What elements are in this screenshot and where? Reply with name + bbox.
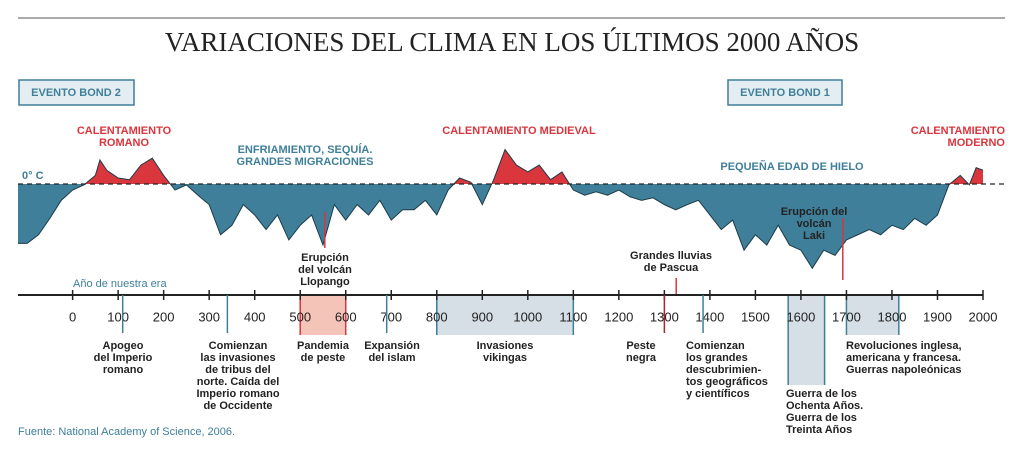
- annotation-label: de Pascua: [644, 262, 699, 274]
- x-tick-label: 1800: [878, 309, 907, 324]
- x-tick-label: 1900: [923, 309, 952, 324]
- x-tick-label: 200: [153, 309, 175, 324]
- period-label: GRANDES MIGRACIONES: [237, 156, 374, 168]
- event-span: [436, 295, 574, 335]
- event-label: vikingas: [483, 352, 527, 364]
- x-tick-label: 600: [335, 309, 357, 324]
- x-tick-label: 1200: [604, 309, 633, 324]
- annotation-label: del volcán: [298, 264, 352, 276]
- event-label: Comienzan: [686, 340, 745, 352]
- event-label: norte. Caída del: [197, 376, 280, 388]
- event-label: romano: [103, 364, 144, 376]
- x-tick-label: 1100: [559, 309, 587, 324]
- event-label: Ochenta Años.: [786, 400, 863, 412]
- cold-area: [18, 184, 983, 269]
- event-label: Expansión: [364, 340, 420, 352]
- x-tick-label: 1000: [513, 309, 542, 324]
- period-label: MODERNO: [948, 137, 1006, 149]
- warm-area: [18, 149, 983, 184]
- event-span: [846, 295, 899, 335]
- event-label: las invasiones: [200, 352, 275, 364]
- bond-label: EVENTO BOND 2: [31, 87, 121, 99]
- x-tick-label: 1500: [741, 309, 770, 324]
- x-tick-label: 100: [107, 309, 129, 324]
- x-tick-label: 400: [244, 309, 266, 324]
- event-label: Guerra de los: [786, 388, 857, 400]
- x-tick-label: 1400: [695, 309, 724, 324]
- event-label: del islam: [368, 352, 415, 364]
- annotation-label: volcán: [797, 218, 832, 230]
- period-label: PEQUEÑA EDAD DE HIELO: [720, 160, 864, 173]
- event-label: del Imperio: [94, 352, 153, 364]
- bond-box: [727, 79, 843, 106]
- curve: [18, 148, 984, 270]
- event-label: los grandes: [686, 352, 748, 364]
- event-label: negra: [626, 352, 657, 364]
- x-tick-label: 800: [426, 309, 448, 324]
- period-label: ENFRIAMIENTO, SEQUÍA.: [238, 143, 373, 156]
- annotation-label: Erupción del: [781, 206, 848, 218]
- event-label: de tribus del: [205, 364, 270, 376]
- axis-label: Año de nuestra era: [73, 278, 167, 290]
- x-tick-label: 1600: [786, 309, 815, 324]
- x-tick-label: 300: [198, 309, 220, 324]
- event-label: tos geográficos: [686, 376, 768, 388]
- event-span: [300, 295, 346, 335]
- period-label: ROMANO: [99, 137, 150, 149]
- bond-box: [18, 79, 135, 106]
- x-tick-label: 0: [69, 309, 76, 324]
- event-label: Imperio romano: [196, 388, 279, 400]
- period-label: CALENTAMIENTO: [77, 125, 172, 137]
- bond-label: EVENTO BOND 1: [740, 87, 830, 99]
- annotation-label: Grandes lluvias: [630, 250, 712, 262]
- zero-label: 0° C: [22, 170, 44, 182]
- event-label: Revoluciones inglesa,: [846, 340, 962, 352]
- x-tick-label: 2000: [969, 309, 998, 324]
- x-tick-label: 500: [289, 309, 311, 324]
- period-label: CALENTAMIENTO MEDIEVAL: [442, 125, 596, 137]
- x-tick-label: 700: [380, 309, 402, 324]
- event-label: de Occidente: [203, 400, 272, 412]
- event-label: descubrimien-: [686, 364, 762, 376]
- source: Fuente: National Academy of Science, 200…: [18, 426, 235, 438]
- annotation-label: Erupción: [301, 252, 349, 264]
- event-label: Pandemia: [297, 340, 350, 352]
- period-label: CALENTAMIENTO: [911, 125, 1006, 137]
- annotation-label: Llopango: [300, 276, 350, 288]
- event-label: Invasiones: [477, 340, 534, 352]
- event-label: americana y francesa.: [846, 352, 961, 364]
- event-label: Peste: [626, 340, 655, 352]
- event-label: Apogeo: [103, 340, 144, 352]
- x-tick-label: 1700: [832, 309, 861, 324]
- x-tick-label: 900: [471, 309, 493, 324]
- event-label: Guerras napoleónicas: [846, 364, 962, 376]
- event-label: Comienzan: [209, 340, 268, 352]
- event-span: [788, 295, 825, 385]
- event-label: de peste: [301, 352, 346, 364]
- event-label: Treinta Años: [786, 424, 852, 436]
- event-label: Guerra de los: [786, 412, 857, 424]
- chart-title: VARIACIONES DEL CLIMA EN LOS ÚLTIMOS 200…: [165, 27, 859, 57]
- event-label: y científicos: [686, 388, 750, 400]
- annotation-label: Laki: [803, 230, 825, 242]
